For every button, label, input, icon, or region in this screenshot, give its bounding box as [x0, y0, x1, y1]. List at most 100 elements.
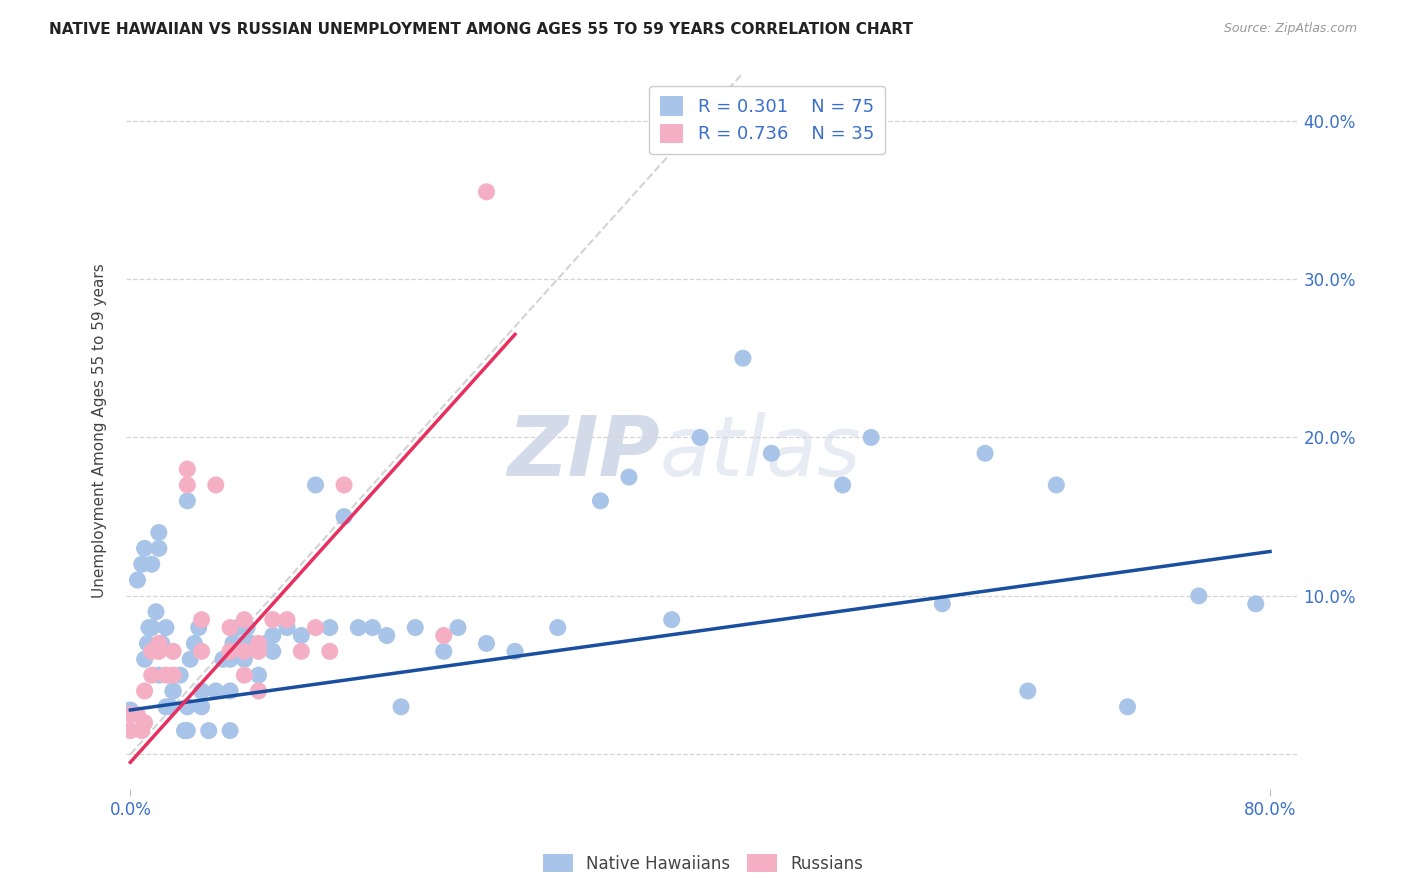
Point — [860, 430, 883, 444]
Point — [262, 613, 284, 627]
Point — [148, 644, 170, 658]
Point — [233, 613, 256, 627]
Point — [1017, 684, 1039, 698]
Point — [176, 723, 198, 738]
Point — [1188, 589, 1211, 603]
Point — [176, 699, 198, 714]
Legend: R = 0.301    N = 75, R = 0.736    N = 35: R = 0.301 N = 75, R = 0.736 N = 35 — [650, 86, 884, 154]
Point — [197, 723, 219, 738]
Point — [155, 621, 177, 635]
Point — [162, 684, 184, 698]
Point — [176, 478, 198, 492]
Point — [475, 636, 498, 650]
Point — [212, 652, 235, 666]
Text: ZIP: ZIP — [508, 412, 659, 493]
Point — [831, 478, 853, 492]
Text: #d0daea: #d0daea — [713, 451, 718, 452]
Point — [1116, 699, 1139, 714]
Point — [131, 558, 153, 572]
Point — [134, 684, 156, 698]
Text: Source: ZipAtlas.com: Source: ZipAtlas.com — [1223, 22, 1357, 36]
Point — [173, 723, 195, 738]
Point — [141, 621, 163, 635]
Point — [347, 621, 370, 635]
Point — [375, 628, 398, 642]
Point — [233, 644, 256, 658]
Point — [205, 684, 228, 698]
Point — [219, 723, 242, 738]
Point — [226, 621, 249, 635]
Point — [290, 644, 312, 658]
Point — [236, 621, 259, 635]
Point — [247, 684, 270, 698]
Point — [162, 684, 184, 698]
Point — [761, 446, 783, 460]
Point — [148, 541, 170, 556]
Point — [240, 636, 263, 650]
Point — [290, 628, 312, 642]
Point — [127, 573, 149, 587]
Point — [247, 668, 270, 682]
Point — [689, 430, 711, 444]
Point — [162, 668, 184, 682]
Point — [589, 493, 612, 508]
Point — [247, 644, 270, 658]
Point — [219, 684, 242, 698]
Point — [276, 613, 298, 627]
Point — [134, 715, 156, 730]
Point — [187, 621, 209, 635]
Point — [120, 707, 142, 722]
Y-axis label: Unemployment Among Ages 55 to 59 years: Unemployment Among Ages 55 to 59 years — [93, 264, 107, 599]
Point — [433, 644, 456, 658]
Point — [179, 652, 201, 666]
Point — [148, 525, 170, 540]
Point — [233, 636, 256, 650]
Point — [361, 621, 384, 635]
Point — [148, 668, 170, 682]
Point — [155, 668, 177, 682]
Point — [617, 470, 640, 484]
Text: atlas: atlas — [659, 412, 860, 493]
Point — [503, 644, 526, 658]
Point — [1045, 478, 1067, 492]
Point — [333, 509, 356, 524]
Point — [233, 668, 256, 682]
Point — [475, 185, 498, 199]
Point — [222, 636, 245, 650]
Point — [333, 478, 356, 492]
Point — [120, 723, 142, 738]
Point — [145, 605, 167, 619]
Point — [127, 707, 149, 722]
Point — [276, 621, 298, 635]
Point — [183, 636, 205, 650]
Point — [731, 351, 754, 366]
Point — [159, 699, 181, 714]
Point — [219, 621, 242, 635]
Point — [547, 621, 569, 635]
Text: NATIVE HAWAIIAN VS RUSSIAN UNEMPLOYMENT AMONG AGES 55 TO 59 YEARS CORRELATION CH: NATIVE HAWAIIAN VS RUSSIAN UNEMPLOYMENT … — [49, 22, 914, 37]
Point — [219, 644, 242, 658]
Point — [134, 652, 156, 666]
Point — [190, 699, 212, 714]
Point — [661, 613, 683, 627]
Point — [169, 668, 191, 682]
Point — [219, 652, 242, 666]
Point — [974, 446, 997, 460]
Point — [219, 644, 242, 658]
Point — [319, 644, 342, 658]
Point — [262, 644, 284, 658]
Point — [931, 597, 953, 611]
Point — [447, 621, 470, 635]
Point — [433, 628, 456, 642]
Point — [176, 462, 198, 476]
Point — [141, 668, 163, 682]
Point — [136, 636, 159, 650]
Point — [176, 493, 198, 508]
Point — [247, 636, 270, 650]
Point — [190, 613, 212, 627]
Point — [190, 684, 212, 698]
Point — [190, 644, 212, 658]
Point — [120, 703, 142, 717]
Point — [304, 478, 326, 492]
Point — [319, 621, 342, 635]
